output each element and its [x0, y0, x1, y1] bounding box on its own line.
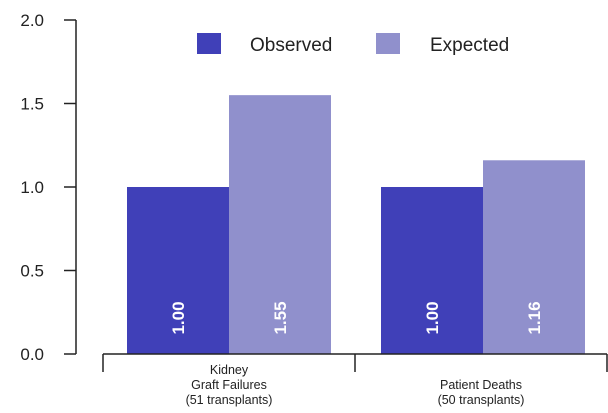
bars	[127, 95, 585, 355]
data-labels: 1.00 1.00 1.55 1.16	[169, 301, 544, 334]
x-category-label: Patient Deaths (50 transplants)	[438, 378, 525, 407]
y-tick-label: 1.0	[20, 178, 44, 197]
legend: Observed Expected	[197, 33, 509, 56]
bar-expected	[229, 95, 331, 355]
bar-observed	[127, 187, 229, 354]
x-category-label: Kidney Graft Failures (51 transplants)	[186, 363, 273, 407]
x-axis: Kidney Graft Failures (51 transplants) Pati…	[102, 353, 608, 407]
bar-value-label: 1.55	[271, 301, 290, 334]
y-axis: 0.0 0.5 1.0 1.5 2.0	[20, 11, 77, 364]
bar-value-label: 1.00	[169, 301, 188, 334]
legend-swatch-observed	[197, 33, 221, 54]
bar-observed	[381, 187, 483, 354]
y-tick-label: 1.5	[20, 95, 44, 114]
y-tick-label: 0.0	[20, 345, 44, 364]
bar-value-label: 1.00	[423, 301, 442, 334]
bar-value-label: 1.16	[525, 301, 544, 334]
legend-label-observed: Observed	[250, 35, 332, 56]
legend-label-expected: Expected	[430, 35, 509, 56]
y-tick-label: 0.5	[20, 262, 44, 281]
bar-expected	[483, 160, 585, 354]
legend-swatch-expected	[376, 33, 400, 54]
y-tick-label: 2.0	[20, 11, 44, 30]
